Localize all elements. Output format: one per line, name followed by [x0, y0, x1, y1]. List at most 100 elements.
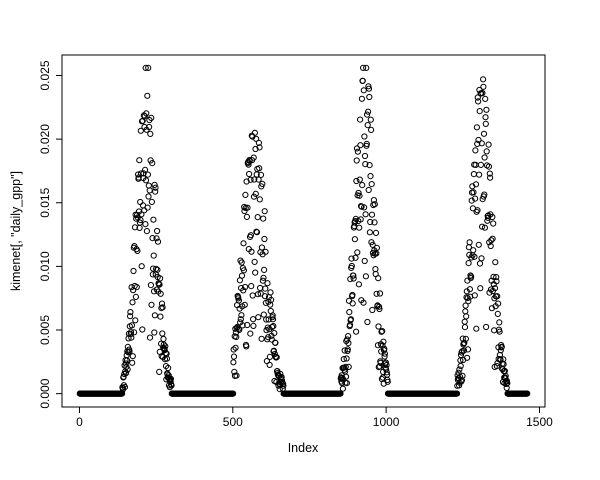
data-point — [269, 312, 276, 319]
data-point — [466, 239, 473, 246]
data-point — [151, 329, 158, 336]
y-tick-label: 0.005 — [38, 315, 52, 345]
data-point — [233, 333, 240, 341]
data-point — [380, 338, 387, 345]
data-point — [479, 89, 486, 97]
data-point — [158, 305, 165, 312]
data-point — [337, 390, 344, 397]
data-point — [343, 380, 350, 387]
data-point — [230, 359, 237, 366]
data-point — [144, 204, 151, 211]
data-point — [464, 346, 472, 353]
data-point — [261, 208, 268, 215]
data-point — [477, 285, 484, 292]
data-point — [271, 330, 278, 337]
data-point — [149, 160, 156, 167]
data-point — [356, 192, 363, 199]
data-point — [146, 123, 153, 131]
data-point — [250, 316, 257, 323]
data-point — [153, 265, 160, 272]
data-point — [124, 348, 131, 355]
data-point — [485, 141, 492, 148]
data-point — [348, 262, 355, 270]
data-point — [383, 369, 390, 376]
data-point — [475, 98, 482, 105]
data-point — [354, 148, 361, 155]
data-point — [242, 191, 249, 198]
data-point — [254, 291, 262, 298]
data-point — [357, 203, 365, 210]
data-point — [458, 377, 465, 384]
data-point — [481, 191, 488, 198]
data-point — [494, 310, 501, 317]
data-point — [142, 221, 149, 228]
x-tick-label: 1000 — [373, 415, 400, 429]
data-point — [150, 216, 157, 223]
data-point — [367, 116, 374, 123]
data-point — [277, 370, 284, 377]
data-point — [138, 211, 145, 218]
data-point — [353, 328, 360, 335]
data-point — [361, 133, 368, 140]
data-point — [148, 114, 155, 122]
data-point — [453, 390, 461, 397]
data-point — [373, 290, 380, 297]
data-point — [128, 322, 135, 329]
data-point — [494, 293, 501, 300]
data-point — [344, 346, 351, 353]
data-point — [487, 242, 494, 250]
data-point — [132, 293, 139, 300]
data-point — [493, 274, 500, 281]
data-point — [240, 287, 247, 294]
data-point — [157, 313, 164, 320]
data-point — [382, 359, 389, 366]
data-point — [154, 266, 161, 273]
data-point — [136, 157, 143, 164]
data-point — [132, 317, 139, 324]
data-point — [498, 343, 505, 350]
data-point — [266, 361, 273, 368]
data-point — [355, 189, 362, 197]
data-point — [129, 353, 136, 360]
data-point — [356, 176, 363, 183]
data-point — [365, 186, 372, 194]
data-point — [259, 180, 266, 187]
data-point — [462, 335, 469, 342]
data-point — [133, 215, 140, 222]
data-point — [345, 340, 352, 347]
data-point — [263, 316, 270, 323]
data-point — [381, 353, 388, 360]
data-point — [366, 229, 373, 236]
data-point — [482, 120, 489, 128]
data-point — [483, 323, 490, 331]
data-point — [347, 316, 354, 323]
data-point — [478, 255, 485, 262]
data-point — [350, 275, 357, 282]
y-tick-label: 0.000 — [38, 378, 52, 408]
data-point — [268, 296, 275, 303]
data-point — [156, 368, 163, 375]
data-point — [270, 323, 277, 330]
data-point — [349, 291, 356, 299]
data-point — [463, 313, 470, 320]
data-point — [352, 254, 359, 261]
data-point — [364, 122, 371, 129]
data-point — [252, 269, 259, 276]
x-tick-label: 0 — [76, 415, 83, 429]
data-point — [251, 129, 258, 136]
data-point — [457, 362, 464, 370]
data-point — [480, 76, 487, 83]
data-point — [365, 85, 373, 92]
data-point — [376, 290, 384, 297]
data-point — [131, 329, 138, 336]
data-point — [358, 203, 365, 210]
data-point — [481, 224, 488, 231]
data-point — [142, 64, 149, 72]
data-point — [368, 126, 375, 133]
data-point — [493, 278, 500, 285]
data-point — [140, 170, 147, 177]
data-point — [248, 248, 255, 255]
data-point — [146, 187, 153, 194]
